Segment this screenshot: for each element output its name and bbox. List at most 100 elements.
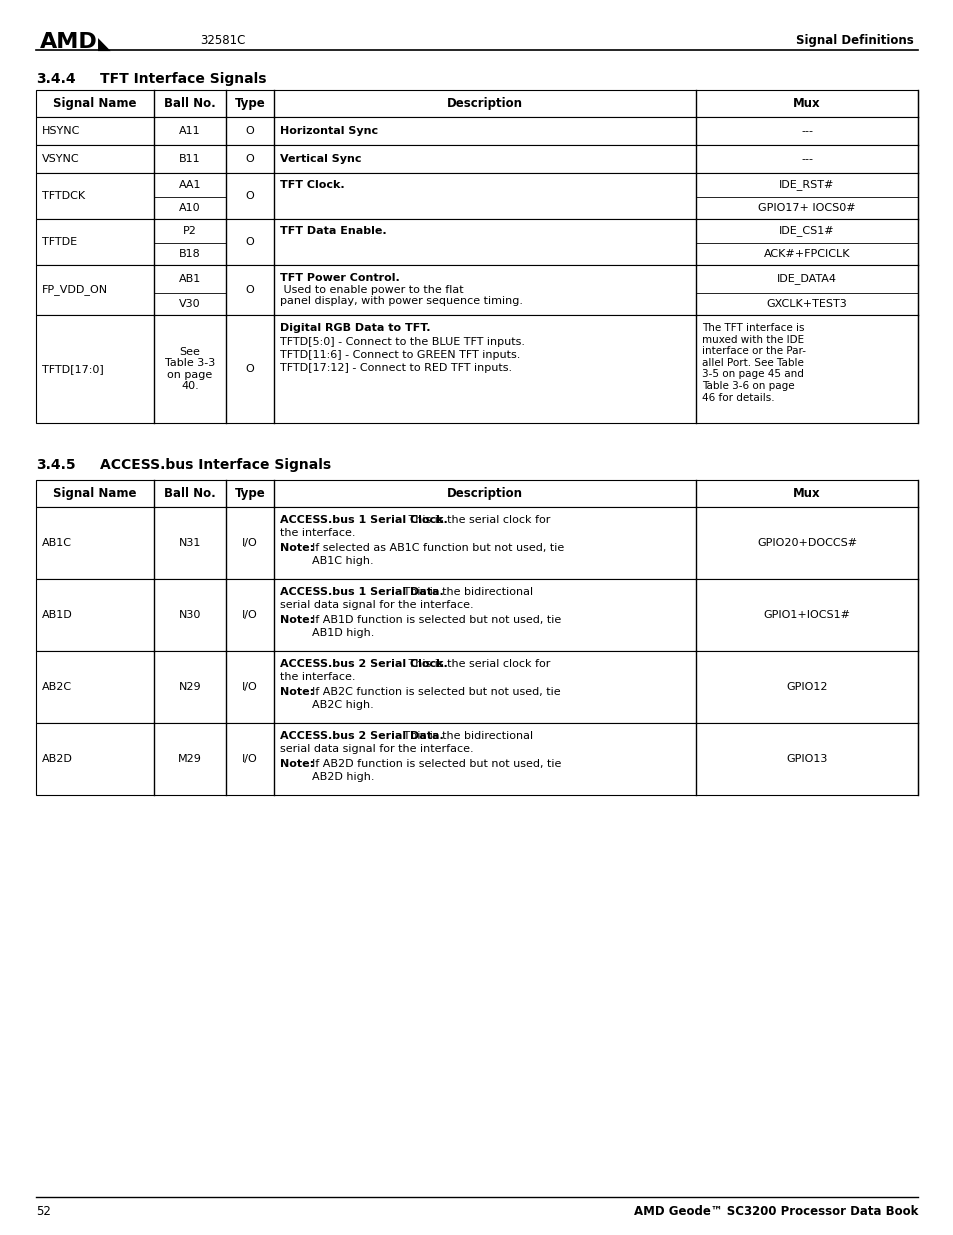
Text: O: O <box>245 285 254 295</box>
Text: AMD: AMD <box>40 32 97 52</box>
Text: O: O <box>245 154 254 164</box>
Text: If AB2D function is selected but not used, tie: If AB2D function is selected but not use… <box>312 760 560 769</box>
Text: Signal Name: Signal Name <box>53 98 136 110</box>
Text: TFT Interface Signals: TFT Interface Signals <box>100 72 266 86</box>
Text: P2: P2 <box>183 226 196 236</box>
Text: 52: 52 <box>36 1205 51 1218</box>
Text: If AB2C function is selected but not used, tie: If AB2C function is selected but not use… <box>312 687 560 697</box>
Text: If AB1D function is selected but not used, tie: If AB1D function is selected but not use… <box>312 615 560 625</box>
Text: TFT Power Control.: TFT Power Control. <box>280 273 399 283</box>
Text: A10: A10 <box>179 203 200 212</box>
Text: This is the serial clock for: This is the serial clock for <box>404 659 550 669</box>
Text: Note:: Note: <box>280 543 314 553</box>
Text: N31: N31 <box>178 538 201 548</box>
Text: Used to enable power to the flat: Used to enable power to the flat <box>280 285 463 295</box>
Text: AB1D high.: AB1D high. <box>312 629 374 638</box>
Text: the interface.: the interface. <box>280 529 355 538</box>
Text: HSYNC: HSYNC <box>42 126 80 136</box>
Text: TFTDE: TFTDE <box>42 237 77 247</box>
Bar <box>36 144 917 173</box>
Bar <box>36 579 917 651</box>
Text: ACCESS.bus 1 Serial Data.: ACCESS.bus 1 Serial Data. <box>280 587 443 597</box>
Text: AB2D high.: AB2D high. <box>312 772 375 782</box>
Text: AB1C: AB1C <box>42 538 71 548</box>
Text: ---: --- <box>801 154 812 164</box>
Text: TFTD[5:0] - Connect to the BLUE TFT inputs.: TFTD[5:0] - Connect to the BLUE TFT inpu… <box>280 337 524 347</box>
Text: A11: A11 <box>179 126 200 136</box>
Text: TFT Clock.: TFT Clock. <box>280 180 344 190</box>
Text: O: O <box>245 191 254 201</box>
Text: See
Table 3-3
on page
40.: See Table 3-3 on page 40. <box>165 347 214 391</box>
Text: Type: Type <box>234 98 265 110</box>
Bar <box>36 651 917 722</box>
Text: Signal Definitions: Signal Definitions <box>796 35 913 47</box>
Text: N29: N29 <box>178 682 201 692</box>
Bar <box>36 117 917 144</box>
Text: IDE_DATA4: IDE_DATA4 <box>776 273 836 284</box>
Text: TFTD[17:0]: TFTD[17:0] <box>42 364 104 374</box>
Text: ACK#+FPCICLK: ACK#+FPCICLK <box>763 249 849 259</box>
Text: 3.4.5: 3.4.5 <box>36 458 75 472</box>
Text: AMD Geode™ SC3200 Processor Data Book: AMD Geode™ SC3200 Processor Data Book <box>633 1205 917 1218</box>
Text: TFT Data Enable.: TFT Data Enable. <box>280 226 386 236</box>
Text: If selected as AB1C function but not used, tie: If selected as AB1C function but not use… <box>312 543 563 553</box>
Text: Mux: Mux <box>792 98 820 110</box>
Text: 32581C: 32581C <box>200 35 245 47</box>
Text: B18: B18 <box>179 249 201 259</box>
Bar <box>36 508 917 579</box>
Text: GPIO1+IOCS1#: GPIO1+IOCS1# <box>762 610 850 620</box>
Text: Description: Description <box>447 98 522 110</box>
Bar <box>36 722 917 795</box>
Text: AA1: AA1 <box>178 180 201 190</box>
Text: AB1: AB1 <box>178 274 201 284</box>
Text: ---: --- <box>801 126 812 136</box>
Text: GXCLK+TEST3: GXCLK+TEST3 <box>766 299 846 309</box>
Text: B11: B11 <box>179 154 200 164</box>
Text: AB2C high.: AB2C high. <box>312 700 374 710</box>
Text: TFTD[11:6] - Connect to GREEN TFT inputs.: TFTD[11:6] - Connect to GREEN TFT inputs… <box>280 350 519 359</box>
Text: This is the serial clock for: This is the serial clock for <box>404 515 550 525</box>
Text: GPIO20+DOCCS#: GPIO20+DOCCS# <box>756 538 856 548</box>
Text: I/O: I/O <box>242 538 257 548</box>
Bar <box>36 480 917 508</box>
Bar <box>36 173 917 219</box>
Text: ACCESS.bus 2 Serial Data.: ACCESS.bus 2 Serial Data. <box>280 731 443 741</box>
Text: AB1D: AB1D <box>42 610 72 620</box>
Bar <box>36 266 917 315</box>
Text: AB1C high.: AB1C high. <box>312 556 374 566</box>
Text: IDE_RST#: IDE_RST# <box>779 179 834 190</box>
Text: TFTD[17:12] - Connect to RED TFT inputs.: TFTD[17:12] - Connect to RED TFT inputs. <box>280 363 512 373</box>
Text: VSYNC: VSYNC <box>42 154 79 164</box>
Text: Horizontal Sync: Horizontal Sync <box>280 126 377 136</box>
Text: the interface.: the interface. <box>280 672 355 682</box>
Text: I/O: I/O <box>242 610 257 620</box>
Text: This is the bidirectional: This is the bidirectional <box>399 731 533 741</box>
Text: TFTDCK: TFTDCK <box>42 191 85 201</box>
Text: IDE_CS1#: IDE_CS1# <box>779 226 834 236</box>
Text: ◣: ◣ <box>98 36 111 54</box>
Text: Type: Type <box>234 487 265 500</box>
Text: This is the bidirectional: This is the bidirectional <box>399 587 533 597</box>
Text: ACCESS.bus 2 Serial Clock.: ACCESS.bus 2 Serial Clock. <box>280 659 447 669</box>
Text: M29: M29 <box>178 755 202 764</box>
Text: Description: Description <box>447 487 522 500</box>
Text: Ball No.: Ball No. <box>164 98 215 110</box>
Text: Ball No.: Ball No. <box>164 487 215 500</box>
Bar <box>36 315 917 424</box>
Text: Digital RGB Data to TFT.: Digital RGB Data to TFT. <box>280 324 430 333</box>
Text: O: O <box>245 126 254 136</box>
Text: Note:: Note: <box>280 687 314 697</box>
Text: N30: N30 <box>178 610 201 620</box>
Text: Note:: Note: <box>280 615 314 625</box>
Text: The TFT interface is
muxed with the IDE
interface or the Par-
allel Port. See Ta: The TFT interface is muxed with the IDE … <box>701 324 805 403</box>
Text: ACCESS.bus 1 Serial Clock.: ACCESS.bus 1 Serial Clock. <box>280 515 447 525</box>
Text: 3.4.4: 3.4.4 <box>36 72 75 86</box>
Text: Mux: Mux <box>792 487 820 500</box>
Text: AB2C: AB2C <box>42 682 72 692</box>
Text: GPIO13: GPIO13 <box>785 755 827 764</box>
Text: GPIO12: GPIO12 <box>785 682 827 692</box>
Text: V30: V30 <box>179 299 200 309</box>
Text: I/O: I/O <box>242 682 257 692</box>
Text: serial data signal for the interface.: serial data signal for the interface. <box>280 743 473 755</box>
Text: O: O <box>245 237 254 247</box>
